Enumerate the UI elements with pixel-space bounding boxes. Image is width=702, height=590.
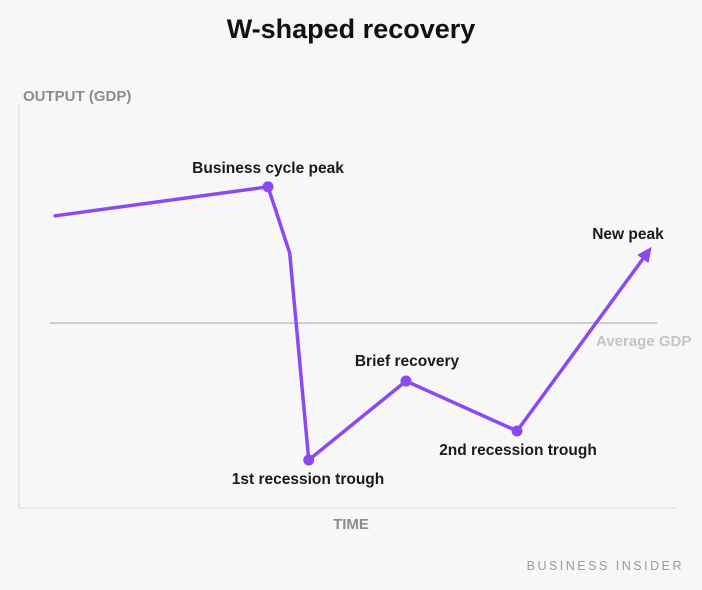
x-axis-label: TIME [333, 516, 369, 533]
business-insider-logo: BUSINESS INSIDER [526, 559, 684, 573]
y-axis-label: OUTPUT (GDP) [23, 88, 132, 105]
point-label: 2nd recession trough [439, 442, 597, 459]
point-label: Brief recovery [355, 353, 460, 370]
data-point-marker [400, 375, 412, 387]
average-gdp-label: Average GDP [596, 333, 691, 350]
data-point-marker [262, 181, 274, 193]
point-label: New peak [592, 226, 664, 243]
point-label: Business cycle peak [192, 160, 344, 177]
chart-title: W-shaped recovery [226, 14, 476, 44]
data-point-marker [511, 425, 523, 437]
data-point-marker [303, 454, 315, 466]
point-label: 1st recession trough [232, 471, 384, 488]
arrow-head-icon [637, 246, 652, 264]
